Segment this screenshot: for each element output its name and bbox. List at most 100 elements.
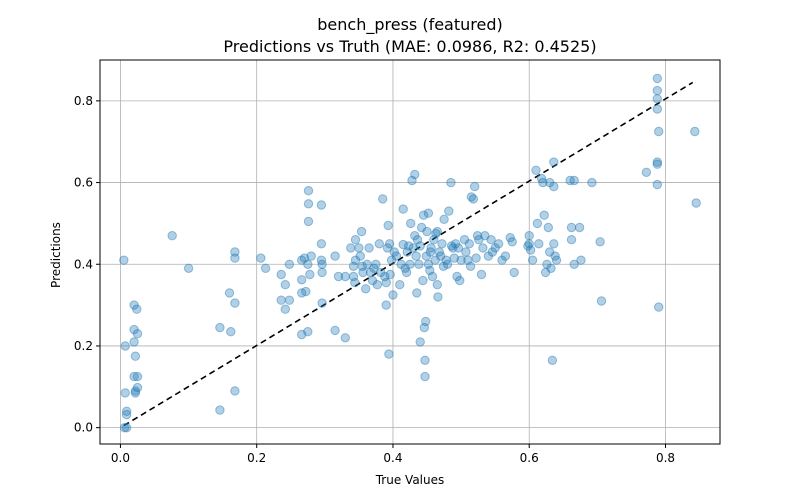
data-point xyxy=(566,222,577,233)
data-point xyxy=(256,253,266,263)
data-point xyxy=(412,235,423,245)
data-point xyxy=(412,288,422,298)
data-point xyxy=(453,243,464,253)
data-point xyxy=(121,423,132,433)
data-point xyxy=(426,243,436,253)
data-point xyxy=(395,280,405,290)
data-point xyxy=(478,243,488,253)
data-point xyxy=(330,251,340,261)
data-point xyxy=(446,241,457,251)
data-point xyxy=(132,382,143,393)
data-point xyxy=(536,173,547,184)
data-point xyxy=(303,259,313,269)
y-tick-label: 0.4 xyxy=(74,257,93,271)
data-point xyxy=(284,259,295,269)
data-point xyxy=(380,271,390,282)
data-point xyxy=(565,175,575,186)
data-point xyxy=(381,300,391,310)
x-tick-label: 0.6 xyxy=(520,451,539,465)
data-point xyxy=(260,263,271,273)
data-point xyxy=(429,235,439,245)
y-tick-label: 0.2 xyxy=(74,339,93,353)
data-point xyxy=(596,296,607,306)
data-point xyxy=(405,259,415,269)
data-point xyxy=(654,126,664,137)
data-point xyxy=(433,292,443,302)
data-point xyxy=(456,255,466,265)
data-point xyxy=(230,247,240,257)
data-point xyxy=(432,280,442,290)
data-point xyxy=(121,406,132,416)
x-axis-ticks: 0.0 0.2 0.4 0.6 0.8 xyxy=(111,444,675,465)
data-point xyxy=(438,261,449,271)
data-point xyxy=(385,269,395,280)
data-point xyxy=(574,222,585,233)
data-point xyxy=(652,159,662,169)
data-point xyxy=(303,327,313,337)
data-point xyxy=(384,349,394,359)
data-point xyxy=(414,259,424,269)
data-point xyxy=(418,275,428,286)
data-point xyxy=(421,316,431,327)
data-point xyxy=(398,204,408,214)
data-point xyxy=(132,329,143,339)
data-point xyxy=(569,175,579,186)
grid-lines xyxy=(100,60,720,444)
data-point xyxy=(346,243,356,253)
data-point xyxy=(550,251,560,261)
data-point xyxy=(442,259,453,269)
data-point xyxy=(539,210,549,220)
data-point xyxy=(316,239,327,249)
data-point xyxy=(465,261,476,271)
data-point xyxy=(542,259,552,269)
data-point xyxy=(224,288,235,298)
data-point xyxy=(549,181,559,192)
data-point xyxy=(538,177,548,188)
data-point xyxy=(493,239,504,249)
data-point xyxy=(350,277,360,288)
data-point xyxy=(430,255,440,265)
data-point xyxy=(280,280,290,290)
y-axis-label: Predictions xyxy=(49,222,63,288)
data-point xyxy=(690,126,700,137)
data-point xyxy=(509,267,519,278)
data-point xyxy=(398,239,408,250)
data-point xyxy=(450,239,461,249)
data-point xyxy=(400,263,410,273)
data-point xyxy=(355,251,365,261)
data-point xyxy=(358,267,368,278)
data-point xyxy=(119,255,129,265)
data-point xyxy=(466,192,476,202)
data-point xyxy=(523,241,533,251)
data-point xyxy=(386,255,397,265)
data-point xyxy=(357,261,367,271)
data-point xyxy=(472,231,483,241)
data-point xyxy=(348,271,359,282)
data-point xyxy=(490,243,500,253)
data-point xyxy=(374,239,384,249)
data-point xyxy=(654,302,664,312)
data-point xyxy=(423,259,434,269)
chart-title: bench_press (featured) xyxy=(317,15,502,35)
data-point xyxy=(129,300,139,310)
data-point xyxy=(470,181,480,192)
data-point xyxy=(167,231,177,241)
data-point xyxy=(444,206,454,216)
data-point xyxy=(297,275,307,285)
data-point xyxy=(566,235,577,245)
data-point xyxy=(316,200,327,210)
data-point xyxy=(303,216,314,227)
data-point xyxy=(449,253,459,263)
x-tick-label: 0.8 xyxy=(656,451,675,465)
data-point xyxy=(372,280,382,290)
data-point xyxy=(384,239,395,249)
data-point xyxy=(439,214,449,225)
data-point xyxy=(316,255,327,265)
data-point xyxy=(350,235,361,245)
data-point xyxy=(468,194,479,204)
data-point xyxy=(119,423,130,433)
data-point xyxy=(415,337,425,347)
data-point xyxy=(350,255,361,265)
data-point xyxy=(230,253,240,263)
